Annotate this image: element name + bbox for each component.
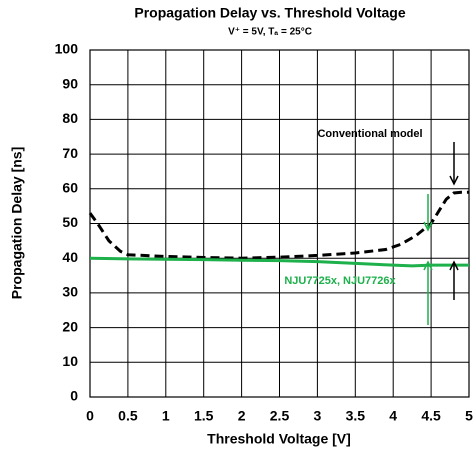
y-tick-label: 40 — [62, 249, 78, 265]
chart-subtitle: V⁺ = 5V, Tₐ = 25°C — [228, 27, 312, 38]
y-tick-label: 0 — [70, 388, 78, 404]
y-tick-label: 50 — [62, 214, 78, 230]
arrow-head — [449, 260, 459, 271]
x-axis-label: Threshold Voltage [V] — [207, 431, 351, 447]
annotation: Conventional model — [317, 128, 422, 140]
annotation: NJU7725x, NJU7726x — [284, 275, 396, 287]
x-tick-label: 3 — [314, 408, 322, 424]
x-tick-label: 3.5 — [346, 408, 366, 424]
y-tick-label: 30 — [62, 284, 78, 300]
line-series — [88, 190, 469, 260]
arrow-head — [423, 260, 433, 271]
y-tick-label: 10 — [62, 353, 78, 369]
plot-border — [89, 49, 470, 398]
x-tick-label: 1.5 — [194, 408, 214, 424]
x-tick-label: 5 — [465, 408, 473, 424]
line-series — [89, 256, 469, 268]
y-tick-label: 70 — [62, 145, 78, 161]
x-tick-label: 2.5 — [270, 408, 290, 424]
y-axis-label: Propagation Delay [ns] — [9, 147, 25, 299]
x-tick-label: 1 — [162, 408, 170, 424]
x-tick-label: 4.5 — [421, 408, 441, 424]
y-tick-label: 20 — [62, 318, 78, 334]
y-tick-label: 100 — [55, 41, 79, 57]
x-tick-label: 0.5 — [118, 408, 138, 424]
chart-title: Propagation Delay vs. Threshold Voltage — [134, 5, 405, 21]
x-tick-label: 2 — [238, 408, 246, 424]
y-tick-label: 90 — [62, 75, 78, 91]
y-tick-label: 80 — [62, 110, 78, 126]
arrow-head — [449, 175, 459, 186]
x-tick-label: 0 — [86, 408, 94, 424]
x-tick-label: 4 — [389, 408, 397, 424]
arrow-head — [423, 221, 433, 232]
y-tick-label: 60 — [62, 180, 78, 196]
